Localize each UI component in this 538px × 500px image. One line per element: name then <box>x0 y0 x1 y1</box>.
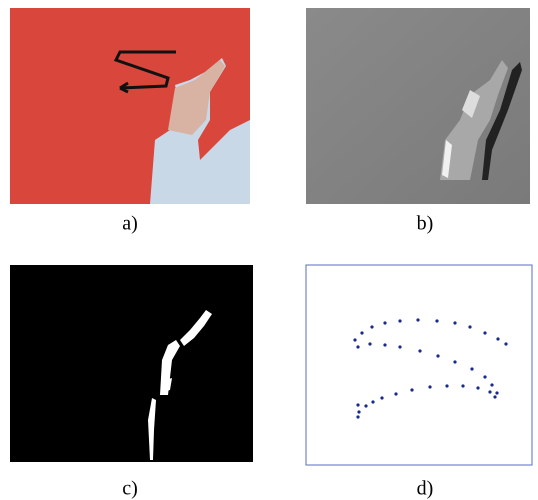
panel-label: d) <box>417 478 434 500</box>
panel-c-image <box>10 265 253 462</box>
panel-label: b) <box>417 213 434 235</box>
page: {"panels": [{"label": "a)"}, {"label": "… <box>0 0 538 500</box>
panel-d-plot <box>306 265 532 465</box>
panel-label: a) <box>122 213 138 235</box>
panel-b-image <box>306 8 530 204</box>
panel-label: c) <box>122 478 138 500</box>
panel-a-image <box>10 8 250 204</box>
figure: a) b) c) d) <box>0 0 538 500</box>
